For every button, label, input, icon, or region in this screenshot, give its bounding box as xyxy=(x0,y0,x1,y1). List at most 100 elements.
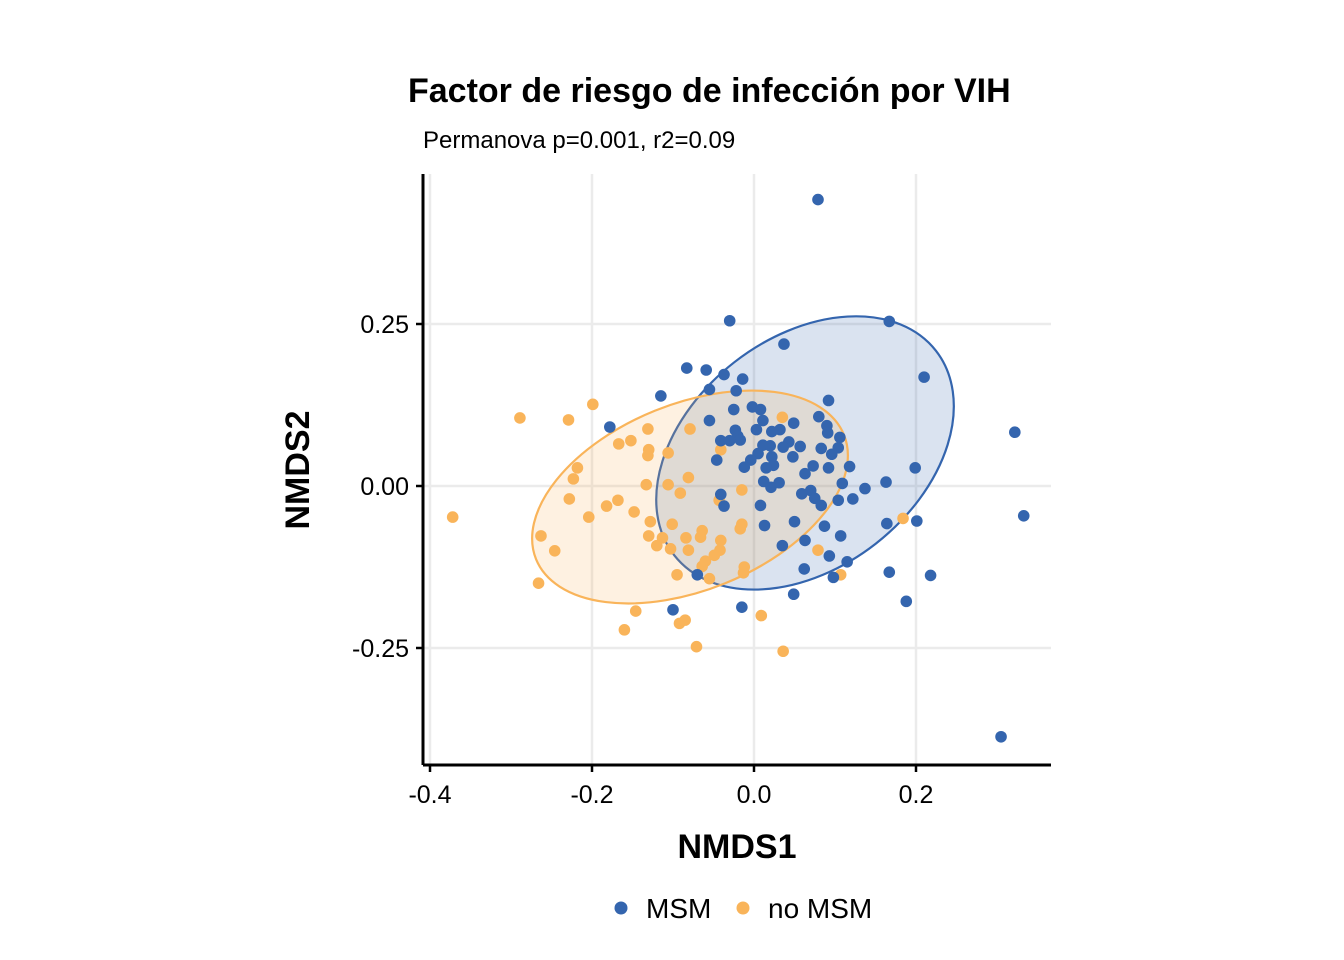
point-msm xyxy=(822,394,835,407)
point-no-msm xyxy=(680,532,692,544)
point-msm xyxy=(738,461,751,474)
point-no-msm xyxy=(703,572,716,585)
point-no-msm xyxy=(671,568,683,581)
ellipse-msm xyxy=(655,315,955,591)
legend-marker-msm xyxy=(614,901,628,915)
point-msm xyxy=(900,595,913,608)
point-no-msm xyxy=(548,545,561,557)
point-msm xyxy=(787,451,799,463)
point-msm xyxy=(604,421,616,433)
point-no-msm xyxy=(662,478,674,491)
point-msm xyxy=(760,462,772,474)
point-no-msm xyxy=(651,539,663,552)
point-no-msm xyxy=(640,478,653,491)
point-no-msm xyxy=(642,530,655,542)
point-no-msm xyxy=(629,605,642,617)
point-no-msm xyxy=(777,645,789,658)
point-msm xyxy=(787,417,800,429)
point-msm xyxy=(718,368,730,381)
point-no-msm xyxy=(514,412,526,424)
point-msm xyxy=(847,493,859,505)
point-msm xyxy=(703,414,716,427)
point-no-msm xyxy=(662,447,674,459)
point-msm xyxy=(778,338,790,350)
point-msm xyxy=(880,476,892,488)
y-tick-label: -0.25 xyxy=(352,635,409,663)
point-msm xyxy=(799,467,811,480)
point-msm xyxy=(787,588,800,601)
axes: -0.4 -0.2 0.0 0.2 -0.25 0.00 0.25 xyxy=(352,174,1051,809)
point-no-msm xyxy=(642,423,654,435)
point-no-msm xyxy=(690,640,703,653)
x-tick-label: 0.0 xyxy=(737,781,772,809)
point-msm xyxy=(788,515,801,528)
point-msm xyxy=(1009,426,1021,439)
point-msm xyxy=(730,384,742,397)
point-msm xyxy=(680,362,693,374)
point-no-msm xyxy=(755,609,768,622)
legend: MSM no MSM xyxy=(614,893,872,924)
point-no-msm xyxy=(714,534,727,547)
point-msm xyxy=(818,520,831,532)
point-no-msm xyxy=(736,484,748,496)
point-no-msm xyxy=(734,522,747,535)
grid xyxy=(423,174,1051,765)
point-no-msm xyxy=(776,411,789,424)
point-msm xyxy=(736,601,748,613)
legend-marker-no-msm xyxy=(736,901,750,915)
point-msm xyxy=(718,500,730,512)
point-no-msm xyxy=(674,487,687,499)
point-msm xyxy=(764,440,776,452)
point-no-msm xyxy=(644,515,657,528)
point-msm xyxy=(757,414,769,427)
point-msm xyxy=(859,482,871,495)
x-tick-label: 0.2 xyxy=(899,781,934,809)
point-msm xyxy=(883,315,896,328)
point-no-msm xyxy=(600,500,613,512)
y-axis-title: NMDS2 xyxy=(279,410,317,529)
point-no-msm xyxy=(535,530,547,542)
y-tick-label: 0.25 xyxy=(360,311,409,339)
point-msm xyxy=(843,460,856,473)
point-msm xyxy=(794,440,806,453)
point-msm xyxy=(714,488,727,501)
point-msm xyxy=(825,448,838,461)
point-msm xyxy=(703,383,716,396)
point-msm xyxy=(798,563,811,575)
point-msm xyxy=(813,410,825,423)
point-no-msm xyxy=(708,549,721,562)
point-msm xyxy=(827,571,840,584)
point-msm xyxy=(924,569,937,582)
point-no-msm xyxy=(446,511,459,523)
point-no-msm xyxy=(612,438,625,450)
point-no-msm xyxy=(714,443,727,456)
y-tick-label: 0.00 xyxy=(360,473,409,501)
point-msm xyxy=(812,193,824,206)
point-no-msm xyxy=(571,462,584,474)
point-no-msm xyxy=(563,493,576,505)
point-no-msm xyxy=(666,518,678,531)
point-no-msm xyxy=(684,423,696,435)
point-msm xyxy=(911,515,923,527)
point-no-msm xyxy=(562,414,575,426)
point-no-msm xyxy=(628,506,640,518)
chart-subtitle: Permanova p=0.001, r2=0.09 xyxy=(423,127,735,154)
point-no-msm xyxy=(694,531,707,543)
point-msm xyxy=(710,454,723,466)
point-no-msm xyxy=(612,494,624,507)
point-msm xyxy=(832,494,845,507)
point-no-msm xyxy=(618,624,631,636)
point-no-msm xyxy=(567,473,580,485)
point-msm xyxy=(700,364,713,376)
x-axis-title: NMDS1 xyxy=(677,828,796,866)
point-msm xyxy=(723,434,736,447)
point-msm xyxy=(807,460,819,472)
point-no-msm xyxy=(737,567,750,579)
point-msm xyxy=(834,431,846,444)
point-msm xyxy=(836,477,849,490)
point-msm xyxy=(995,730,1007,743)
point-msm xyxy=(765,481,777,494)
point-msm xyxy=(714,434,727,447)
point-msm xyxy=(821,427,834,439)
